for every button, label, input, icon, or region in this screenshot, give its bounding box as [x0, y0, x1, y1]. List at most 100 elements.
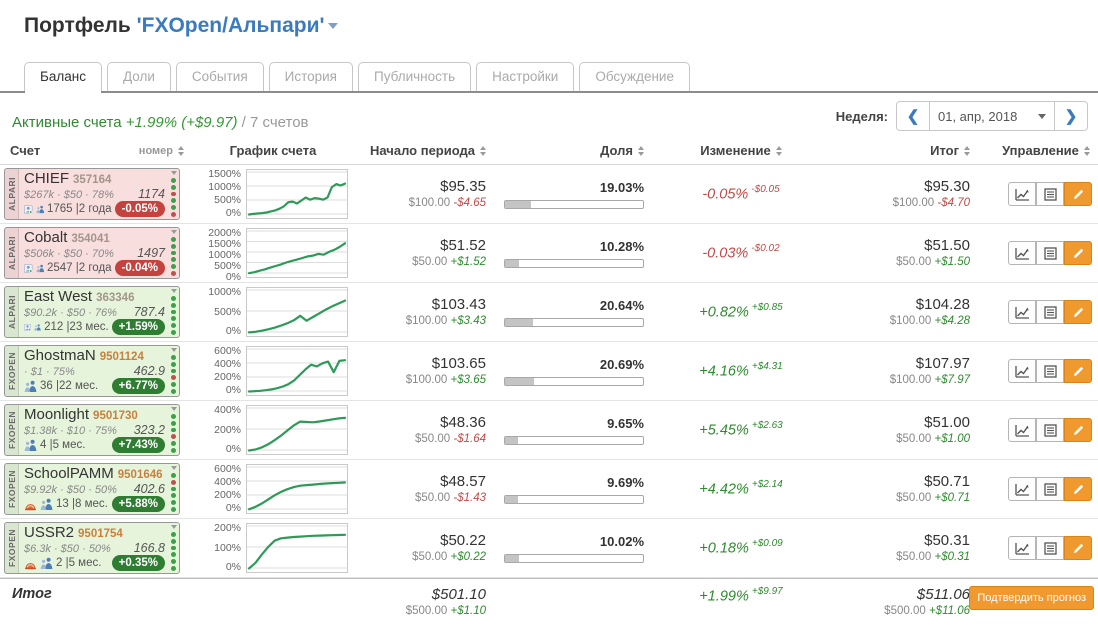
- header-manage[interactable]: Управление: [988, 143, 1094, 158]
- account-name[interactable]: Moonlight: [24, 406, 90, 423]
- edit-button[interactable]: [1064, 359, 1092, 383]
- account-number[interactable]: 9501754: [78, 528, 123, 540]
- statement-button[interactable]: [1036, 241, 1064, 265]
- period-start-value: $103.65: [431, 355, 486, 372]
- edit-button[interactable]: [1064, 241, 1092, 265]
- statement-button[interactable]: [1036, 418, 1064, 442]
- account-members: 2 |5 мес.: [56, 557, 102, 569]
- statement-button[interactable]: [1036, 536, 1064, 560]
- chart-axis-labels: 600% 400% 200% 0%: [214, 346, 241, 396]
- chart-view-button[interactable]: [1008, 536, 1036, 560]
- sort-icon: [178, 145, 184, 156]
- account-stats: $6.3k · $50 · 50%: [24, 543, 111, 555]
- chart-axis-label: 0%: [225, 384, 241, 396]
- account-name[interactable]: East West: [24, 288, 93, 305]
- account-card[interactable]: FXOPEN SchoolPAMM 9501646 $9.92k · $50 · 50…: [4, 463, 180, 515]
- header-change[interactable]: Изменение: [662, 143, 820, 158]
- edit-button[interactable]: [1064, 300, 1092, 324]
- status-dot: [171, 330, 176, 335]
- status-dot: [171, 361, 176, 367]
- week-next-button[interactable]: ❯: [1055, 102, 1087, 130]
- tab-доли[interactable]: Доли: [106, 62, 171, 91]
- account-members: 4 |5 мес.: [40, 439, 86, 451]
- tab-обсуждение[interactable]: Обсуждение: [579, 62, 690, 91]
- chevron-down-icon: [170, 466, 177, 470]
- trader-icon: [24, 263, 33, 273]
- account-row-ghostman: FXOPEN GhostmaN 9501124 · $1 · 75% 462.9 36 |…: [0, 342, 1098, 401]
- edit-button[interactable]: [1064, 536, 1092, 560]
- chart-axis-label: 600%: [214, 345, 241, 357]
- account-card[interactable]: FXOPEN GhostmaN 9501124 · $1 · 75% 462.9 36 |…: [4, 345, 180, 397]
- total-value: $107.97: [915, 355, 970, 372]
- portfolio-name-dropdown[interactable]: 'FXOpen/Альпари': [136, 14, 325, 37]
- account-card[interactable]: ALPARI Cobalt 354041 $506k · $50 · 70% 1497 2…: [4, 227, 180, 279]
- tab-баланс[interactable]: Баланс: [24, 62, 102, 93]
- statement-button[interactable]: [1036, 477, 1064, 501]
- chevron-down-icon[interactable]: [328, 23, 339, 30]
- list-icon: [1043, 246, 1057, 260]
- account-number[interactable]: 9501646: [117, 469, 163, 481]
- account-name[interactable]: Cobalt: [24, 229, 68, 246]
- tab-история[interactable]: История: [268, 62, 353, 91]
- total-base: $100.00: [889, 374, 932, 386]
- account-number[interactable]: 363346: [96, 292, 135, 304]
- share-cell: 9.69%: [504, 475, 662, 504]
- total-value: $51.00: [924, 414, 970, 431]
- status-dot: [171, 414, 176, 419]
- status-dot: [171, 205, 176, 211]
- tab-публичность[interactable]: Публичность: [358, 62, 472, 91]
- account-name[interactable]: USSR2: [24, 524, 75, 541]
- chart-axis-label: 500%: [214, 305, 241, 318]
- period-start-delta: +$0.22: [450, 551, 487, 563]
- account-card[interactable]: FXOPEN Moonlight 9501730 $1.38k · $10 · 75%…: [4, 404, 180, 456]
- account-name[interactable]: CHIEF: [24, 170, 69, 187]
- chart-axis-label: 1000%: [208, 249, 241, 261]
- chart-line-icon: [1014, 365, 1029, 378]
- period-start-delta: -$1.64: [453, 433, 486, 445]
- header-share[interactable]: Доля: [504, 143, 662, 158]
- statement-button[interactable]: [1036, 359, 1064, 383]
- week-prev-button[interactable]: ❮: [897, 102, 929, 130]
- account-name[interactable]: SchoolPAMM: [24, 465, 114, 482]
- header-period-start[interactable]: Начало периода: [358, 143, 504, 158]
- chart-view-button[interactable]: [1008, 300, 1036, 324]
- total-cell: $50.71 $50.00 +$0.71: [820, 473, 988, 505]
- account-card[interactable]: ALPARI CHIEF 357164 $267k · $50 · 78% 1174 17…: [4, 168, 180, 220]
- account-number[interactable]: 9501124: [99, 351, 144, 363]
- account-number[interactable]: 354041: [71, 233, 110, 245]
- trader-icon: [24, 204, 33, 214]
- weekly-change-badge: +6.77%: [111, 378, 165, 394]
- chart-view-button[interactable]: [1008, 477, 1036, 501]
- total-delta: +$1.50: [934, 256, 971, 268]
- chart-view-button[interactable]: [1008, 182, 1036, 206]
- account-card[interactable]: FXOPEN USSR2 9501754 $6.3k · $50 · 50% 166.8…: [4, 522, 180, 574]
- status-dot: [171, 257, 176, 263]
- chart-view-button[interactable]: [1008, 418, 1036, 442]
- period-start-base: $100.00: [408, 197, 451, 209]
- chart-line-icon: [1014, 188, 1029, 201]
- chart-view-button[interactable]: [1008, 359, 1036, 383]
- status-dot: [171, 420, 176, 426]
- account-number[interactable]: 357164: [73, 174, 112, 186]
- tab-события[interactable]: События: [175, 62, 264, 91]
- period-start-base: $100.00: [405, 315, 448, 327]
- chart-view-button[interactable]: [1008, 241, 1036, 265]
- edit-button[interactable]: [1064, 418, 1092, 442]
- statement-button[interactable]: [1036, 300, 1064, 324]
- account-name[interactable]: GhostmaN: [24, 347, 96, 364]
- week-date-select[interactable]: 01, апр, 2018: [929, 102, 1055, 130]
- account-row-schoolpamm: FXOPEN SchoolPAMM 9501646 $9.92k · $50 · 50…: [0, 460, 1098, 519]
- edit-button[interactable]: [1064, 477, 1092, 501]
- status-dot: [171, 355, 176, 360]
- footer-total-base: $500.00: [884, 605, 926, 617]
- header-number[interactable]: номер: [139, 145, 184, 157]
- account-number[interactable]: 9501730: [93, 410, 138, 422]
- confirm-forecast-button[interactable]: Подтвердить прогноз: [969, 586, 1094, 610]
- history-dots-rail: [168, 169, 179, 219]
- header-total[interactable]: Итог: [820, 143, 988, 158]
- tab-настройки[interactable]: Настройки: [476, 62, 575, 91]
- account-card[interactable]: ALPARI East West 363346 $90.2k · $50 · 76% 7…: [4, 286, 180, 338]
- edit-button[interactable]: [1064, 182, 1092, 206]
- statement-button[interactable]: [1036, 182, 1064, 206]
- period-start-delta: +$3.43: [450, 315, 487, 327]
